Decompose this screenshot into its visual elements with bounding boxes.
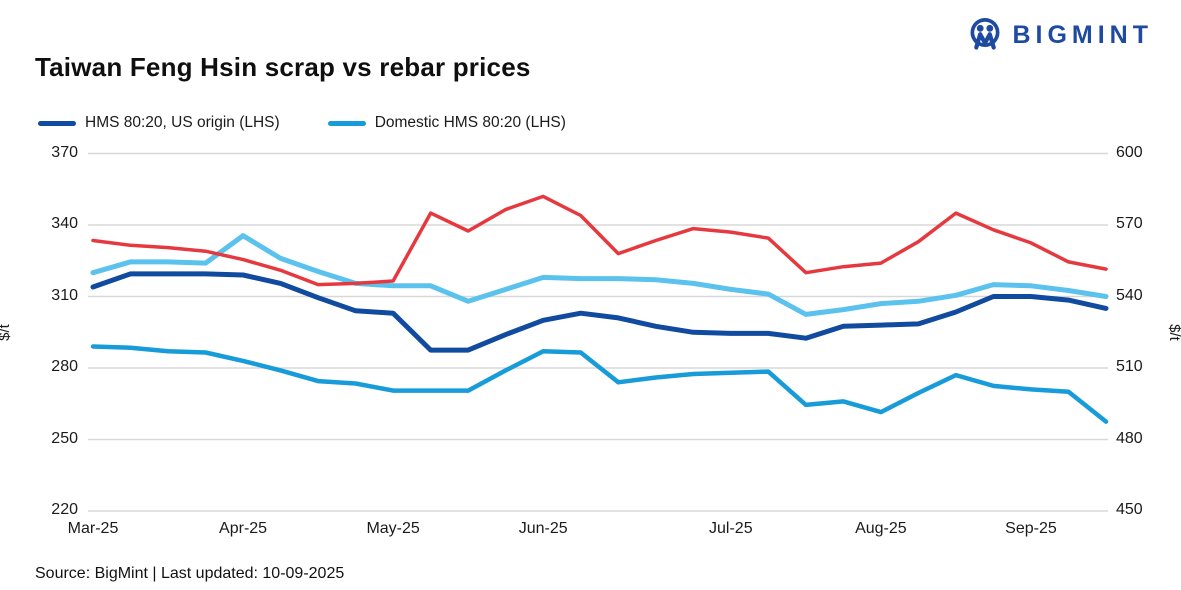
legend-swatch [327,120,366,126]
y-axis-tick-left: 370 [51,143,78,161]
y-axis-tick-left: 310 [51,286,78,304]
legend-label: HMS 80:20, US origin (LHS) [85,114,280,131]
y-axis-tick-right: 570 [1116,215,1143,232]
x-axis-tick: Mar-25 [67,520,119,537]
x-axis-tick: May-25 [366,520,420,537]
y-axis-tick-left: 220 [51,501,78,518]
legend-item: Domestic HMS 80:20 (LHS) [327,114,566,132]
y-axis-tick-right: 480 [1116,429,1143,447]
y-axis-label-left: $/t [0,324,13,341]
y-axis-label-right: $/t [1166,324,1181,341]
x-axis-tick: Aug-25 [855,520,907,537]
y-axis-tick-right: 540 [1116,286,1143,304]
series-line-red_rebar_rhs [91,194,1108,287]
legend-item: HMS 80:20, US origin (LHS) [38,114,280,132]
y-axis-tick-left: 340 [51,215,78,232]
chart-title: Taiwan Feng Hsin scrap vs rebar prices [35,52,531,82]
legend-swatch [38,120,76,126]
legend-label: Domestic HMS 80:20 (LHS) [374,114,566,131]
series-line-light_blue_unlabeled [90,233,1109,317]
bigmint-logo: BIGMINT [967,16,1153,54]
chart-legend: HMS 80:20, US origin (LHS) Domestic HMS 8… [38,114,566,132]
source-footer: Source: BigMint | Last updated: 10-09-20… [35,565,345,582]
x-axis-tick: Jun-25 [518,520,568,537]
x-axis-tick: Jul-25 [709,520,753,537]
x-axis-tick: Sep-25 [1005,520,1057,537]
bigmint-logo-text: BIGMINT [1012,20,1153,49]
y-axis-tick-right: 510 [1116,358,1143,375]
y-axis-tick-right: 450 [1116,501,1143,518]
y-axis-tick-left: 250 [51,429,78,447]
bigmint-logo-icon [970,18,1000,50]
y-axis-tick-left: 280 [51,358,78,375]
x-axis-tick: Apr-25 [219,520,268,537]
y-axis-tick-right: 600 [1116,143,1143,161]
series-line-hms_us_origin_lhs [90,271,1109,353]
series-line-domestic_hms_lhs [90,344,1109,424]
